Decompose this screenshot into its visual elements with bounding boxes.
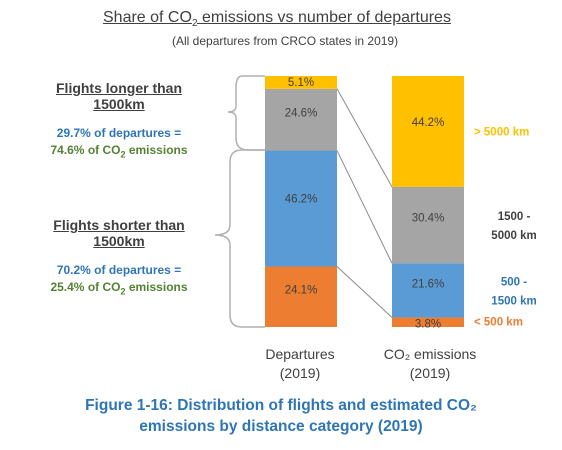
- category-label-3-0: > 5000 km: [474, 126, 529, 138]
- connector-line-2: [336, 150, 393, 264]
- chart-title: Share of CO2 emissions vs number of depa…: [103, 9, 451, 30]
- connector-line-1: [336, 266, 393, 318]
- x-label-co2: CO₂ emissions (2019): [383, 346, 477, 381]
- figure-caption: Figure 1-16: Distribution of flights and…: [85, 397, 477, 435]
- brace-shorter: [214, 149, 265, 328]
- bar-co2-0: [392, 317, 464, 327]
- value-label-departures-0: 24.1%: [285, 285, 318, 297]
- chart-subtitle: (All departures from CRCO states in 2019…: [172, 34, 399, 48]
- value-label-co2-2: 30.4%: [412, 212, 445, 224]
- value-label-departures-3: 5.1%: [288, 77, 314, 89]
- bar-departures-0: [265, 266, 337, 327]
- value-label-departures-1: 46.2%: [285, 194, 318, 206]
- shorter-summary: 70.2% of departures = 25.4% of CO2 emiss…: [50, 263, 188, 297]
- connector-line-3: [336, 88, 393, 188]
- brace-longer: [227, 75, 265, 151]
- longer-heading: Flights longer than 1500km: [56, 80, 182, 112]
- value-label-departures-2: 24.6%: [285, 108, 318, 120]
- value-label-co2-3: 44.2%: [412, 117, 445, 129]
- bar-departures-1: [265, 150, 337, 267]
- category-label-0-0: < 500 km: [474, 316, 523, 328]
- category-label-2-1: 5000 km: [491, 230, 536, 242]
- shorter-heading: Flights shorter than 1500km: [53, 217, 185, 249]
- category-label-1-1: 1500 km: [491, 295, 536, 307]
- bar-co2-3: [392, 76, 464, 187]
- x-label-departures: Departures (2019): [265, 346, 335, 381]
- bar-co2-2: [392, 186, 464, 264]
- value-label-co2-0: 3.8%: [415, 318, 441, 330]
- bar-co2-1: [392, 263, 464, 318]
- category-label-1-0: 500 -: [501, 276, 527, 288]
- bar-departures-3: [265, 76, 337, 89]
- longer-summary: 29.7% of departures = 74.6% of CO2 emiss…: [50, 126, 188, 160]
- value-label-co2-1: 21.6%: [412, 279, 445, 291]
- category-label-2-0: 1500 -: [498, 211, 531, 223]
- bar-departures-2: [265, 88, 337, 151]
